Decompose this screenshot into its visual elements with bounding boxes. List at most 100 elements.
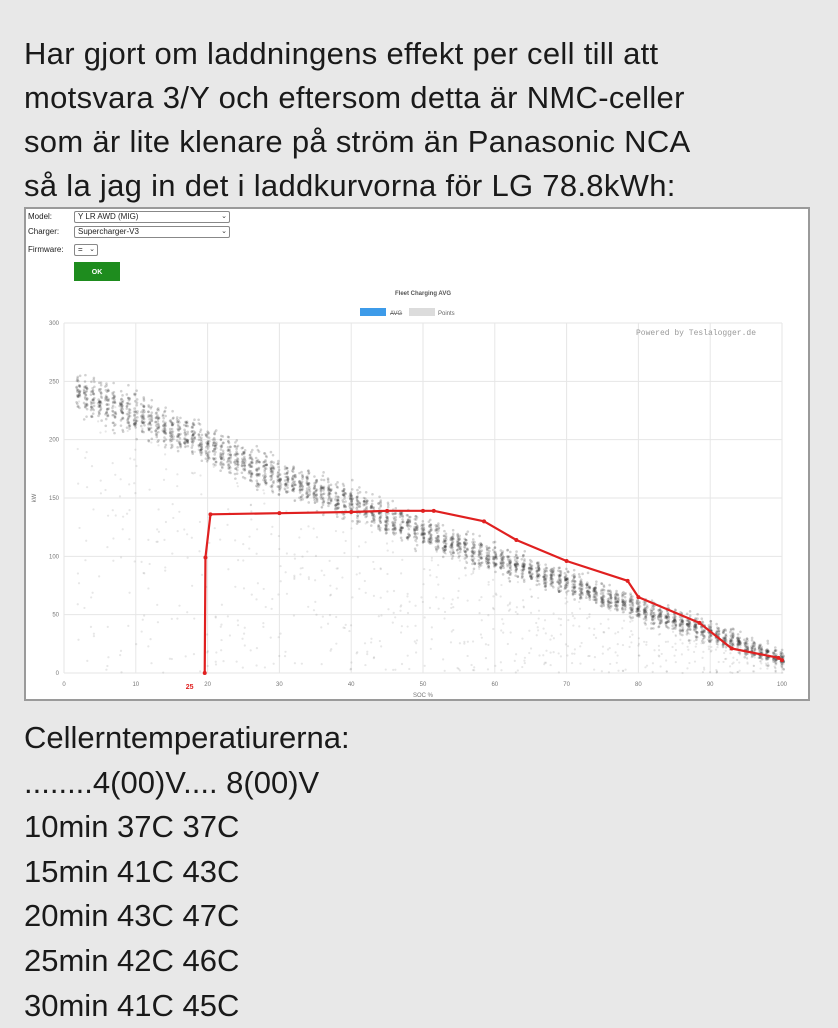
data-point [616, 600, 620, 603]
data-point [121, 407, 124, 411]
data-point [92, 408, 96, 412]
data-point [657, 654, 660, 657]
charger-select[interactable]: Supercharger-V3 ⌄ [74, 226, 230, 238]
data-point [537, 566, 540, 569]
data-point [752, 641, 756, 645]
data-point [329, 489, 333, 493]
ok-button[interactable]: OK [74, 262, 120, 281]
data-point [133, 399, 137, 403]
data-point [700, 633, 703, 637]
data-point [391, 523, 395, 526]
data-point [315, 497, 319, 501]
data-point [172, 435, 175, 438]
data-point [307, 482, 310, 486]
data-point [774, 669, 777, 673]
data-point [290, 484, 294, 487]
data-point [646, 627, 649, 630]
data-point [135, 464, 138, 468]
data-point [170, 423, 174, 427]
data-point [178, 442, 182, 446]
data-point [414, 514, 418, 518]
data-point [660, 619, 663, 623]
data-point [709, 633, 712, 637]
data-point [629, 599, 633, 602]
data-point [119, 402, 123, 406]
firmware-select[interactable]: = ⌄ [74, 244, 98, 256]
data-point [314, 480, 318, 483]
data-point [342, 489, 346, 493]
data-point [206, 454, 209, 458]
data-point [443, 529, 446, 533]
data-point [143, 410, 146, 414]
data-point [373, 518, 376, 522]
data-point [703, 668, 706, 671]
data-point [251, 458, 254, 462]
data-point [520, 576, 524, 580]
data-point [150, 405, 153, 408]
data-point [652, 604, 655, 608]
data-point [750, 639, 754, 642]
data-point [222, 660, 225, 663]
data-point [443, 669, 446, 672]
data-point [487, 565, 491, 568]
data-point [76, 395, 80, 398]
avg-point [625, 578, 630, 583]
data-point [444, 532, 448, 536]
data-point [221, 462, 225, 466]
data-point [581, 593, 584, 596]
data-point [373, 521, 376, 524]
data-point [219, 625, 222, 628]
model-select[interactable]: Y LR AWD (MIG) ⌄ [74, 211, 230, 223]
data-point [243, 469, 246, 472]
data-point [606, 589, 610, 592]
data-point [536, 574, 539, 577]
data-point [104, 397, 108, 401]
data-point [485, 554, 489, 557]
data-point [269, 467, 273, 470]
data-point [90, 414, 93, 418]
data-point [329, 489, 333, 492]
temperature-title: Cellerntemperatiurerna: [24, 720, 350, 755]
data-point [724, 638, 728, 642]
data-point [327, 496, 331, 500]
data-point [550, 572, 553, 575]
data-point [393, 511, 397, 515]
data-point [479, 555, 483, 559]
data-point [111, 401, 115, 405]
data-point [450, 535, 454, 539]
data-point [600, 582, 603, 585]
data-point [724, 629, 728, 632]
data-point [164, 414, 167, 418]
data-point [592, 587, 596, 590]
data-point [98, 400, 102, 404]
data-point [529, 611, 533, 614]
data-point [408, 515, 412, 519]
data-point [509, 561, 512, 565]
data-point [558, 574, 562, 577]
data-point [133, 414, 136, 418]
data-point [601, 591, 605, 595]
data-point [716, 627, 720, 631]
data-point [156, 422, 159, 426]
data-point [651, 608, 655, 612]
data-point [371, 513, 374, 517]
data-point [495, 562, 498, 566]
data-point [168, 427, 172, 431]
data-point [623, 592, 627, 596]
data-point [233, 461, 236, 464]
data-point [300, 662, 303, 665]
data-point [278, 473, 282, 476]
data-point [119, 409, 123, 413]
data-point [636, 598, 639, 602]
data-point [190, 430, 194, 433]
data-point [688, 661, 691, 665]
data-point [563, 571, 567, 575]
data-point [543, 619, 547, 622]
data-point [515, 567, 519, 571]
temperature-row: 15min 41C 43C [24, 853, 240, 889]
data-point [342, 626, 345, 629]
data-point [233, 472, 237, 476]
data-point [537, 617, 540, 620]
data-point [285, 478, 288, 482]
data-point [350, 498, 354, 502]
